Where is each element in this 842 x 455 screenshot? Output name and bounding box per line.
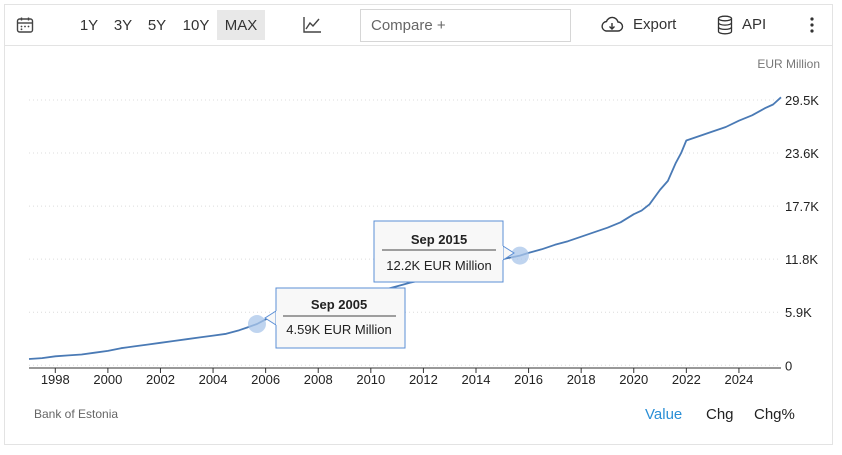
export-button[interactable]: Export [600,4,676,45]
tooltip-box [373,220,504,283]
tooltip-date: Sep 2015 [411,232,467,247]
x-tick-label: 2018 [567,372,596,387]
chg-percent-tab[interactable]: Chg% [754,406,795,423]
x-tick-label: 2000 [93,372,122,387]
x-tick-label: 2024 [724,372,753,387]
y-tick-label: 17.7K [785,199,819,214]
chg-tab[interactable]: Chg [706,406,734,423]
tooltip-box [275,287,406,349]
api-button[interactable]: API [717,4,766,45]
highlight-point[interactable] [510,246,529,265]
x-tick-label: 2016 [514,372,543,387]
value-tab[interactable]: Value [645,406,683,423]
more-options-icon[interactable] [810,4,814,45]
x-tick-label: 2006 [251,372,280,387]
x-tick-label: 2014 [462,372,491,387]
y-tick-label: 0 [785,358,792,373]
highlight-markers [247,246,529,334]
highlight-point[interactable] [247,315,266,334]
x-tick-label: 2020 [619,372,648,387]
source-label: Bank of Estonia [34,407,119,421]
database-icon [717,15,733,34]
y-tick-label: 29.5K [785,93,819,108]
tooltip-date: Sep 2005 [311,297,367,312]
x-tick-label: 2022 [672,372,701,387]
x-tick-label: 2012 [409,372,438,387]
x-tick-label: 2008 [304,372,333,387]
axes: 0 5.9K 11.8K 17.7K 23.6K 29.5K 1998 2000 2002 200… [29,93,819,387]
calendar-icon[interactable] [16,4,34,45]
y-tick-label: 11.8K [785,252,818,267]
x-tick-label: 2004 [199,372,228,387]
tooltip-value: 12.2K EUR Million [386,258,492,273]
tooltip-value: 4.59K EUR Million [286,322,392,337]
x-tick-label: 1998 [41,372,70,387]
compare-input[interactable] [360,9,571,42]
toolbar: 1Y 3Y 5Y 10Y MAX Export API [4,4,833,46]
y-tick-label: 23.6K [785,146,819,161]
y-tick-label: 5.9K [785,305,812,320]
tooltip-sep-2005: Sep 2005 4.59K EUR Million [264,287,406,349]
range-10y-button[interactable]: 10Y [182,16,210,34]
chart-type-icon[interactable] [302,4,322,45]
chart-widget-frame [4,4,833,445]
range-5y-button[interactable]: 5Y [147,16,167,34]
range-max-button[interactable]: MAX [217,10,265,40]
x-tick-label: 2010 [356,372,385,387]
tooltip-pointer [264,310,277,326]
range-3y-button[interactable]: 3Y [113,16,133,34]
cloud-download-icon [601,16,624,32]
export-label: Export [633,16,677,33]
api-label: API [742,16,767,33]
x-tick-label: 2002 [146,372,175,387]
tooltip-sep-2015: Sep 2015 12.2K EUR Million [373,220,515,283]
unit-label: EUR Million [757,57,820,71]
range-1y-button[interactable]: 1Y [79,16,99,34]
